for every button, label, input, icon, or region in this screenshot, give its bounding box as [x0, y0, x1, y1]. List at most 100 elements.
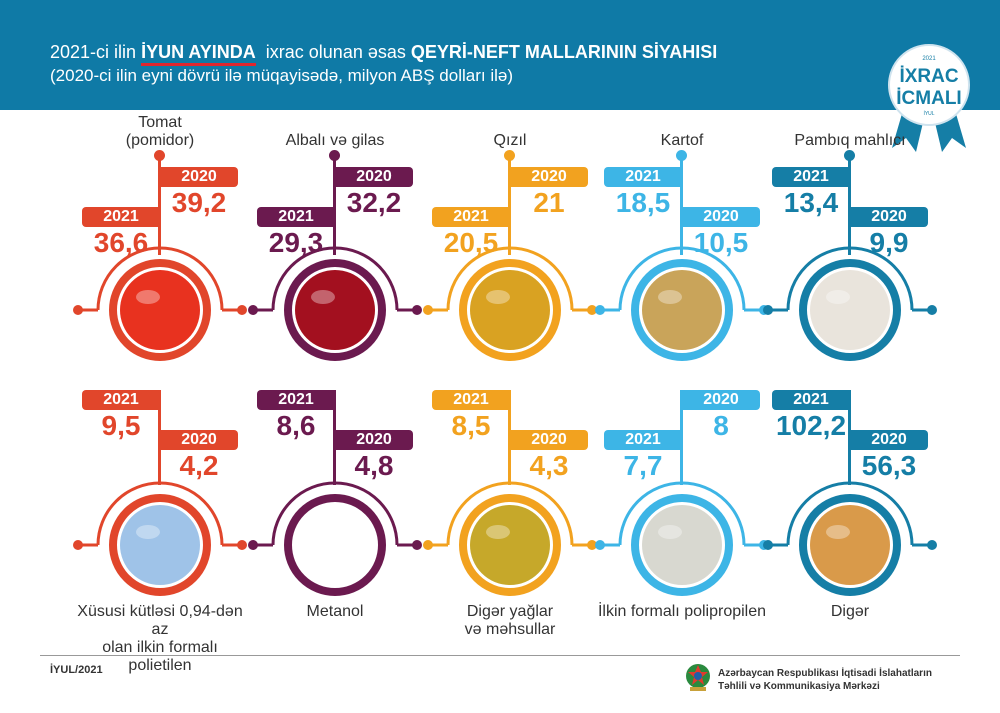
badge-line2: İCMALI: [896, 88, 961, 109]
side-dot-right: [587, 540, 597, 550]
item-ring-graphic: [763, 246, 937, 361]
item-name: Xüsusi kütləsi 0,94-dən az olan ilkin for…: [70, 603, 250, 675]
cherries-icon: [295, 270, 375, 350]
side-dot-left: [595, 540, 605, 550]
item-ring-graphic: [248, 246, 422, 361]
year-2020-tag: 2020: [682, 207, 760, 227]
connector-dot: [844, 150, 855, 161]
item-card: Digər yağlar və məhsullar 2021 8,5 2020 4,3: [420, 385, 600, 655]
ixrac-icmali-badge-icon: 2021 İXRAC İCMALI İYUL: [888, 44, 970, 152]
connector-line: [333, 390, 336, 485]
item-name-line: Albalı və gilas: [285, 132, 385, 149]
connector-dot: [676, 150, 687, 161]
image-highlight: [826, 290, 850, 304]
item-name: İlkin formalı polipropilen: [592, 603, 772, 621]
item-name-line: Metanol: [306, 603, 364, 620]
item-ring-graphic: [423, 481, 597, 596]
connector-line: [158, 155, 161, 255]
connector-line: [508, 390, 511, 485]
item-ring-graphic: [423, 246, 597, 361]
image-highlight: [658, 525, 682, 539]
year-2020-tag: 2020: [160, 167, 238, 187]
year-2021-tag: 2021: [604, 167, 682, 187]
side-dot-left: [248, 305, 258, 315]
year-2020-tag: 2020: [850, 430, 928, 450]
year-2020-tag: 2020: [160, 430, 238, 450]
outer-arc: [271, 246, 399, 311]
item-name: Kartof: [592, 132, 772, 150]
year-2020-value: 56,3: [861, 450, 917, 481]
connector-line: [848, 390, 851, 485]
year-2021-value: 7,7: [623, 450, 663, 481]
badge-month: İYUL: [923, 110, 934, 117]
footer-date: İYUL/2021: [50, 664, 103, 676]
item-card: Pambıq mahlıcı 2021 13,4 2020 9,9: [760, 110, 940, 380]
year-2021-tag: 2021: [257, 207, 335, 227]
outer-arc: [786, 481, 914, 546]
item-name: Metanol: [245, 603, 425, 621]
item-name: Digər: [760, 603, 940, 621]
side-dot-left: [763, 305, 773, 315]
year-2020-value: 4,2: [179, 450, 219, 481]
inner-ring: [631, 259, 733, 361]
image-highlight: [658, 290, 682, 304]
year-2021-value: 18,5: [615, 187, 671, 218]
item-card: Kartof 2021 18,5 2020 10,5: [592, 110, 772, 380]
year-2021-tag: 2021: [772, 390, 850, 410]
year-2021-value: 102,2: [775, 410, 847, 441]
oil-bottle-icon: [470, 505, 550, 585]
year-2021-tag: 2021: [432, 390, 510, 410]
year-2020-value: 39,2: [171, 187, 227, 218]
page-title: 2021-ci ilin İYUN AYINDA ixrac olunan əs…: [50, 42, 718, 66]
connector-line: [848, 155, 851, 255]
inner-ring: [459, 259, 561, 361]
connector-line: [680, 155, 683, 255]
side-dot-right: [237, 305, 247, 315]
side-dot-right: [237, 540, 247, 550]
item-name-line: və məhsullar: [464, 621, 556, 638]
outer-arc: [618, 481, 746, 546]
organization-name: Azərbaycan Respublikası İqtisadi İslahat…: [718, 667, 932, 693]
outer-arc: [618, 246, 746, 311]
org-line1: Azərbaycan Respublikası İqtisadi İslahat…: [718, 668, 932, 679]
item-name: Tomat (pomidor): [70, 114, 250, 150]
item-name-line: Pambıq mahlıcı: [794, 132, 906, 149]
inner-ring: [284, 494, 386, 596]
connector-line: [333, 155, 336, 255]
item-card: Metanol 2021 8,6 2020 4,8: [245, 385, 425, 655]
containers-icon: [810, 505, 890, 585]
year-2021-tag: 2021: [82, 207, 160, 227]
year-2020-tag: 2020: [510, 167, 588, 187]
polypropylene-granules-icon: [642, 505, 722, 585]
item-card: Xüsusi kütləsi 0,94-dən az olan ilkin for…: [70, 385, 250, 674]
item-name-line: Digər yağlar: [466, 603, 554, 620]
item-name-line: İlkin formalı polipropilen: [597, 603, 767, 620]
title-bold: QEYRİ-NEFT MALLARININ SİYAHISI: [410, 42, 718, 62]
title-highlight: İYUN AYINDA: [141, 42, 256, 66]
year-2020-tag: 2020: [850, 207, 928, 227]
item-ring-graphic: [595, 246, 769, 361]
side-dot-left: [423, 540, 433, 550]
item-card: İlkin formalı polipropilen 2021 7,7 2020 8: [592, 385, 772, 655]
outer-arc: [96, 481, 224, 546]
state-emblem-icon: [686, 664, 710, 691]
side-dot-right: [412, 540, 422, 550]
item-card: Albalı və gilas 2021 29,3 2020 32,2: [245, 110, 425, 380]
item-name-line: Xüsusi kütləsi 0,94-dən az: [77, 603, 243, 638]
image-highlight: [136, 525, 160, 539]
image-highlight: [486, 290, 510, 304]
item-ring-graphic: [73, 246, 247, 361]
image-highlight: [826, 525, 850, 539]
connector-dot: [329, 150, 340, 161]
item-name: Albalı və gilas: [245, 132, 425, 150]
inner-ring: [799, 259, 901, 361]
connector-dot: [504, 150, 515, 161]
year-2021-tag: 2021: [772, 167, 850, 187]
item-ring-graphic: [248, 481, 422, 596]
image-highlight: [136, 290, 160, 304]
year-2020-value: 32,2: [346, 187, 402, 218]
side-dot-right: [927, 305, 937, 315]
connector-line: [508, 155, 511, 255]
inner-ring: [109, 259, 211, 361]
year-2020-tag: 2020: [335, 167, 413, 187]
